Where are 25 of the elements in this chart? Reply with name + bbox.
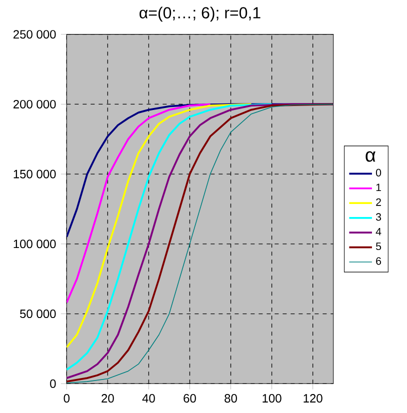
- legend-label: 1: [376, 184, 381, 192]
- legend-label: 3: [376, 213, 382, 221]
- x-tick-label: 100: [262, 394, 282, 403]
- x-tick-label: 20: [102, 394, 114, 403]
- y-tick-label: 200 000: [13, 100, 56, 108]
- x-tick-label: 80: [224, 394, 237, 403]
- y-tick-label: 150 000: [14, 170, 56, 178]
- y-tick-label: 0: [50, 379, 56, 388]
- legend-label: 5: [376, 242, 382, 250]
- x-tick-label: 40: [142, 394, 155, 403]
- y-tick-label: 250 000: [13, 30, 56, 39]
- legend-label: 6: [376, 257, 382, 265]
- x-tick-label: 120: [304, 394, 322, 403]
- chart-title: α=(0;…; 6); r=0,1: [140, 6, 260, 22]
- y-tick-label: 100 000: [14, 240, 56, 248]
- legend-label: 2: [376, 198, 381, 206]
- x-tick-label: 0: [64, 394, 70, 403]
- line-series: [66, 103, 273, 371]
- legend-label: 0: [376, 168, 382, 176]
- line-series: [66, 103, 212, 304]
- legend-label: 4: [376, 228, 382, 236]
- line-series: [66, 103, 252, 348]
- y-tick-label: 50 000: [20, 310, 56, 318]
- x-tick-label: 60: [184, 394, 196, 403]
- legend-title: α: [366, 151, 376, 162]
